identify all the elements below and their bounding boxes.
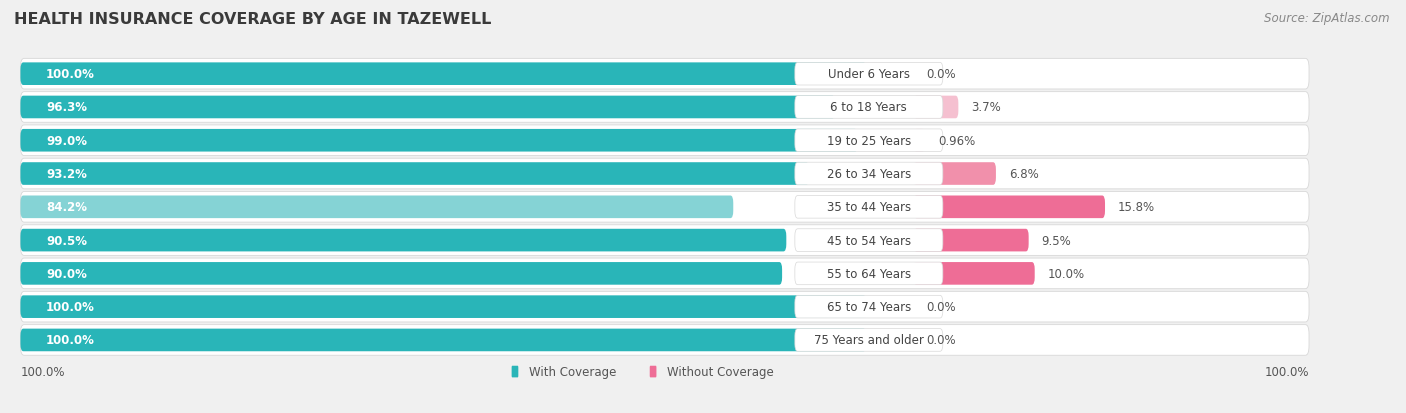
- FancyBboxPatch shape: [794, 262, 943, 285]
- FancyBboxPatch shape: [650, 366, 657, 377]
- Text: 65 to 74 Years: 65 to 74 Years: [827, 300, 911, 313]
- Text: 100.0%: 100.0%: [46, 334, 94, 347]
- Text: 0.0%: 0.0%: [927, 68, 956, 81]
- Text: 99.0%: 99.0%: [46, 134, 87, 147]
- Text: 45 to 54 Years: 45 to 54 Years: [827, 234, 911, 247]
- FancyBboxPatch shape: [21, 262, 782, 285]
- FancyBboxPatch shape: [914, 196, 1105, 218]
- Text: HEALTH INSURANCE COVERAGE BY AGE IN TAZEWELL: HEALTH INSURANCE COVERAGE BY AGE IN TAZE…: [14, 12, 492, 27]
- FancyBboxPatch shape: [21, 163, 808, 185]
- Text: 93.2%: 93.2%: [46, 168, 87, 180]
- Text: 100.0%: 100.0%: [1264, 365, 1309, 378]
- Text: 100.0%: 100.0%: [46, 300, 94, 313]
- FancyBboxPatch shape: [794, 63, 943, 86]
- Text: 84.2%: 84.2%: [46, 201, 87, 214]
- FancyBboxPatch shape: [21, 63, 866, 86]
- Text: 19 to 25 Years: 19 to 25 Years: [827, 134, 911, 147]
- FancyBboxPatch shape: [914, 163, 995, 185]
- Text: 90.5%: 90.5%: [46, 234, 87, 247]
- FancyBboxPatch shape: [21, 325, 1309, 356]
- Text: 100.0%: 100.0%: [21, 365, 65, 378]
- FancyBboxPatch shape: [21, 93, 1309, 123]
- Text: 35 to 44 Years: 35 to 44 Years: [827, 201, 911, 214]
- FancyBboxPatch shape: [21, 259, 1309, 289]
- FancyBboxPatch shape: [21, 329, 866, 351]
- FancyBboxPatch shape: [794, 229, 943, 252]
- FancyBboxPatch shape: [512, 366, 519, 377]
- Text: 0.0%: 0.0%: [927, 334, 956, 347]
- Text: Under 6 Years: Under 6 Years: [828, 68, 910, 81]
- FancyBboxPatch shape: [794, 296, 943, 318]
- Text: 96.3%: 96.3%: [46, 101, 87, 114]
- FancyBboxPatch shape: [21, 296, 866, 318]
- Text: 6 to 18 Years: 6 to 18 Years: [831, 101, 907, 114]
- Text: 15.8%: 15.8%: [1118, 201, 1154, 214]
- FancyBboxPatch shape: [794, 130, 943, 152]
- Text: Without Coverage: Without Coverage: [666, 365, 773, 378]
- FancyBboxPatch shape: [21, 130, 858, 152]
- FancyBboxPatch shape: [21, 159, 1309, 190]
- FancyBboxPatch shape: [914, 262, 1035, 285]
- Text: 3.7%: 3.7%: [972, 101, 1001, 114]
- FancyBboxPatch shape: [21, 229, 786, 252]
- FancyBboxPatch shape: [21, 59, 1309, 90]
- Text: 10.0%: 10.0%: [1047, 267, 1084, 280]
- Text: 6.8%: 6.8%: [1008, 168, 1039, 180]
- FancyBboxPatch shape: [21, 225, 1309, 256]
- Text: 9.5%: 9.5%: [1042, 234, 1071, 247]
- FancyBboxPatch shape: [914, 229, 1029, 252]
- FancyBboxPatch shape: [21, 292, 1309, 322]
- FancyBboxPatch shape: [794, 196, 943, 218]
- Text: 55 to 64 Years: 55 to 64 Years: [827, 267, 911, 280]
- Text: With Coverage: With Coverage: [529, 365, 616, 378]
- FancyBboxPatch shape: [794, 329, 943, 351]
- Text: 100.0%: 100.0%: [46, 68, 94, 81]
- FancyBboxPatch shape: [21, 126, 1309, 156]
- Text: Source: ZipAtlas.com: Source: ZipAtlas.com: [1264, 12, 1389, 25]
- Text: 75 Years and older: 75 Years and older: [814, 334, 924, 347]
- FancyBboxPatch shape: [21, 192, 1309, 223]
- Text: 26 to 34 Years: 26 to 34 Years: [827, 168, 911, 180]
- FancyBboxPatch shape: [914, 96, 959, 119]
- Text: 90.0%: 90.0%: [46, 267, 87, 280]
- FancyBboxPatch shape: [21, 96, 835, 119]
- FancyBboxPatch shape: [914, 130, 925, 152]
- FancyBboxPatch shape: [21, 196, 734, 218]
- FancyBboxPatch shape: [794, 96, 943, 119]
- Text: 0.96%: 0.96%: [938, 134, 976, 147]
- Text: 0.0%: 0.0%: [927, 300, 956, 313]
- FancyBboxPatch shape: [794, 163, 943, 185]
